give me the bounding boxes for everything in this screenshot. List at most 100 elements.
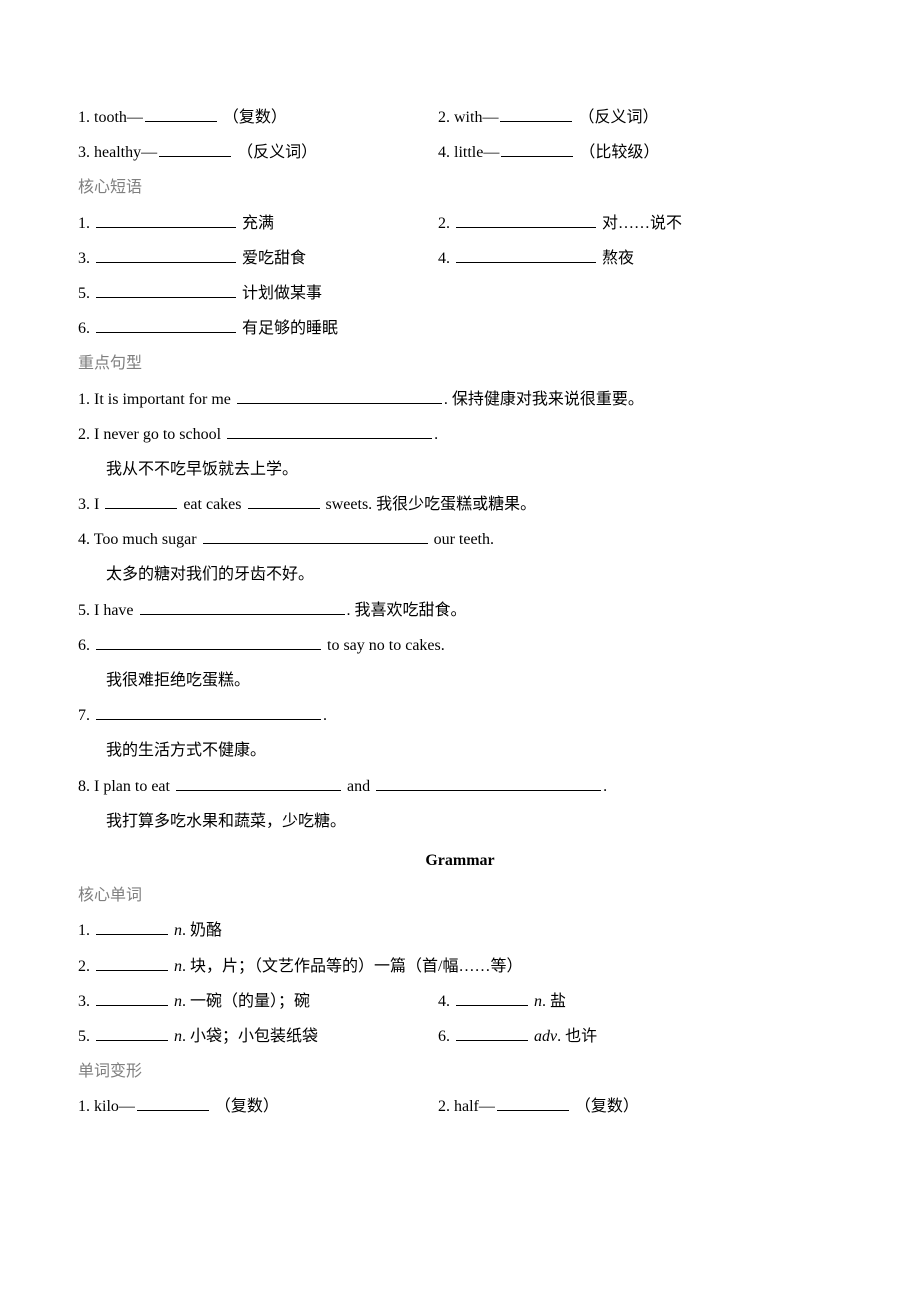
fill-blank[interactable] (248, 493, 320, 509)
item-number: 4. (438, 144, 450, 161)
item-word: kilo— (94, 1098, 135, 1115)
item-number: 1. (78, 391, 90, 408)
phrase-item-1: 1. 充满 (78, 206, 438, 241)
item-note: （反义词） (578, 109, 658, 126)
fill-blank[interactable] (456, 247, 596, 263)
item-pos: n (174, 1028, 182, 1045)
item-pos: n (534, 993, 542, 1010)
sentence-pre: I (94, 496, 99, 513)
item-cn: 奶酪 (190, 922, 222, 939)
item-cn: 对……说不 (602, 215, 682, 232)
item-pos: n (174, 958, 182, 975)
core-word-row-3: 3. n. 一碗（的量）；碗 4. n. 盐 (78, 984, 842, 1019)
sentence-item-4: 4. Too much sugar our teeth. (78, 522, 842, 557)
fill-blank[interactable] (96, 1025, 168, 1041)
item-number: 6. (78, 637, 90, 654)
word-form-item-3: 3. healthy— （反义词） (78, 135, 438, 170)
section-key-sentences: 重点句型 (78, 346, 842, 381)
fill-blank[interactable] (96, 919, 168, 935)
sentence-item-2: 2. I never go to school . (78, 417, 842, 452)
core-word-item-1: 1. n. 奶酪 (78, 913, 842, 948)
fill-blank[interactable] (96, 247, 236, 263)
item-number: 3. (78, 496, 90, 513)
item-number: 2. (78, 958, 90, 975)
item-number: 3. (78, 993, 90, 1010)
fill-blank[interactable] (376, 775, 601, 791)
word-forms2-row: 1. kilo— （复数） 2. half— （复数） (78, 1089, 842, 1124)
item-word: tooth— (94, 109, 143, 126)
fill-blank[interactable] (501, 141, 573, 157)
fill-blank[interactable] (96, 282, 236, 298)
core-word-item-3: 3. n. 一碗（的量）；碗 (78, 984, 438, 1019)
item-number: 4. (438, 993, 450, 1010)
fill-blank[interactable] (159, 141, 231, 157)
item-number: 2. (438, 109, 450, 126)
sentence-post: . (434, 426, 438, 443)
core-word-row-4: 5. n. 小袋；小包装纸袋 6. adv. 也许 (78, 1019, 842, 1054)
item-note: （反义词） (237, 144, 317, 161)
item-cn: 也许 (565, 1028, 597, 1045)
phrase-item-2: 2. 对……说不 (438, 206, 842, 241)
phrase-item-5: 5. 计划做某事 (78, 276, 842, 311)
fill-blank[interactable] (500, 106, 572, 122)
core-word-item-4: 4. n. 盐 (438, 984, 842, 1019)
core-word-item-6: 6. adv. 也许 (438, 1019, 842, 1054)
sentence-mid: and (347, 778, 370, 795)
word-forms-row-2: 3. healthy— （反义词） 4. little— （比较级） (78, 135, 842, 170)
section-core-words: 核心单词 (78, 878, 842, 913)
item-dot: . (182, 958, 186, 975)
fill-blank[interactable] (203, 528, 428, 544)
fill-blank[interactable] (96, 955, 168, 971)
sentence-post: . (347, 602, 351, 619)
word-forms-row-1: 1. tooth— （复数） 2. with— （反义词） (78, 100, 842, 135)
item-number: 6. (438, 1028, 450, 1045)
item-pos: n (174, 993, 182, 1010)
phrase-row-1: 1. 充满 2. 对……说不 (78, 206, 842, 241)
word-form2-item-1: 1. kilo— （复数） (78, 1089, 438, 1124)
item-number: 4. (438, 250, 450, 267)
fill-blank[interactable] (237, 388, 442, 404)
fill-blank[interactable] (96, 212, 236, 228)
sentence-item-6: 6. to say no to cakes. (78, 628, 842, 663)
fill-blank[interactable] (105, 493, 177, 509)
item-number: 2. (438, 1098, 450, 1115)
item-number: 3. (78, 250, 90, 267)
fill-blank[interactable] (227, 423, 432, 439)
sentence-pre: I have (94, 602, 134, 619)
sentence-item-7: 7. . (78, 698, 842, 733)
item-word: healthy— (94, 144, 157, 161)
sentence-cn: 保持健康对我来说很重要。 (452, 391, 644, 408)
fill-blank[interactable] (176, 775, 341, 791)
fill-blank[interactable] (140, 599, 345, 615)
item-word: with— (454, 109, 498, 126)
section-word-forms-2: 单词变形 (78, 1054, 842, 1089)
sentence-pre: I plan to eat (94, 778, 170, 795)
fill-blank[interactable] (96, 704, 321, 720)
sentence-4-cn: 太多的糖对我们的牙齿不好。 (78, 557, 842, 592)
fill-blank[interactable] (456, 212, 596, 228)
phrase-item-4: 4. 熬夜 (438, 241, 842, 276)
word-form-item-4: 4. little— （比较级） (438, 135, 842, 170)
phrase-item-3: 3. 爱吃甜食 (78, 241, 438, 276)
fill-blank[interactable] (96, 990, 168, 1006)
item-number: 1. (78, 215, 90, 232)
item-dot: . (182, 1028, 186, 1045)
fill-blank[interactable] (96, 317, 236, 333)
fill-blank[interactable] (137, 1095, 209, 1111)
sentence-cn: 我喜欢吃甜食。 (355, 602, 467, 619)
sentence-2-cn: 我从不不吃早饭就去上学。 (78, 452, 842, 487)
sentence-8-cn: 我打算多吃水果和蔬菜，少吃糖。 (78, 804, 842, 839)
fill-blank[interactable] (456, 990, 528, 1006)
fill-blank[interactable] (497, 1095, 569, 1111)
fill-blank[interactable] (96, 634, 321, 650)
fill-blank[interactable] (456, 1025, 528, 1041)
sentence-pre: It is important for me (94, 391, 231, 408)
item-number: 2. (78, 426, 90, 443)
item-cn: 爱吃甜食 (242, 250, 306, 267)
item-number: 4. (78, 531, 90, 548)
item-cn: 一碗（的量）；碗 (190, 993, 310, 1010)
fill-blank[interactable] (145, 106, 217, 122)
item-note: （复数） (575, 1098, 639, 1115)
sentence-item-8: 8. I plan to eat and . (78, 769, 842, 804)
item-word: little— (454, 144, 499, 161)
